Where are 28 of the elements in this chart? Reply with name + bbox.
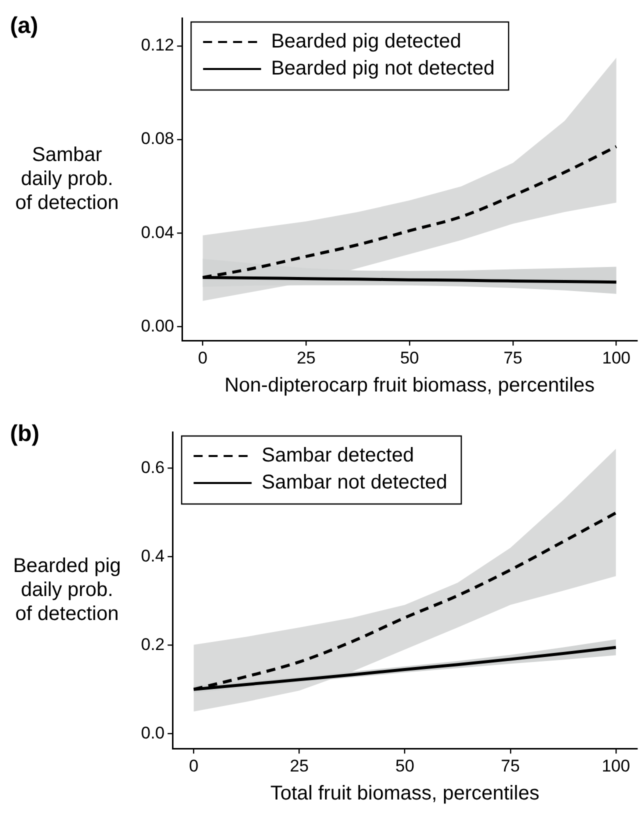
x-tick-label: 25 [290, 756, 309, 776]
x-tick-label: 25 [296, 348, 316, 368]
chart-title: (a) [10, 12, 38, 39]
y-tick-label: 0.0 [140, 723, 165, 742]
legend-label: Sambar not detected [262, 472, 448, 494]
x-tick-label: 75 [500, 756, 520, 776]
x-tick-label: 50 [395, 756, 414, 776]
y-tick-label: 0.04 [140, 222, 174, 242]
y-tick-label: 0.00 [140, 316, 174, 336]
x-axis-title: Total fruit biomass, percentiles [270, 782, 540, 805]
x-tick-label: 75 [503, 348, 522, 368]
y-tick-label: 0.12 [140, 36, 174, 55]
y-tick-label: 0.4 [140, 546, 165, 566]
x-tick-label: 0 [189, 756, 198, 776]
legend-label: Bearded pig not detected [271, 58, 495, 80]
x-axis-title: Non-dipterocarp fruit biomass, percentiles [224, 374, 595, 397]
y-axis-title: Bearded pig daily prob. of detection [12, 554, 122, 626]
chart-title: (b) [10, 420, 40, 447]
y-tick-label: 0.2 [140, 634, 165, 654]
x-tick-label: 50 [400, 348, 420, 368]
x-tick-label: 0 [198, 348, 208, 368]
y-tick-label: 0.6 [140, 458, 165, 477]
x-tick-label: 100 [602, 756, 630, 776]
x-tick-label: 100 [602, 348, 631, 368]
y-axis-title: Sambar daily prob. of detection [14, 143, 120, 216]
legend-label: Bearded pig detected [271, 30, 462, 53]
y-tick-label: 0.08 [140, 129, 174, 148]
legend-label: Sambar detected [262, 444, 414, 467]
